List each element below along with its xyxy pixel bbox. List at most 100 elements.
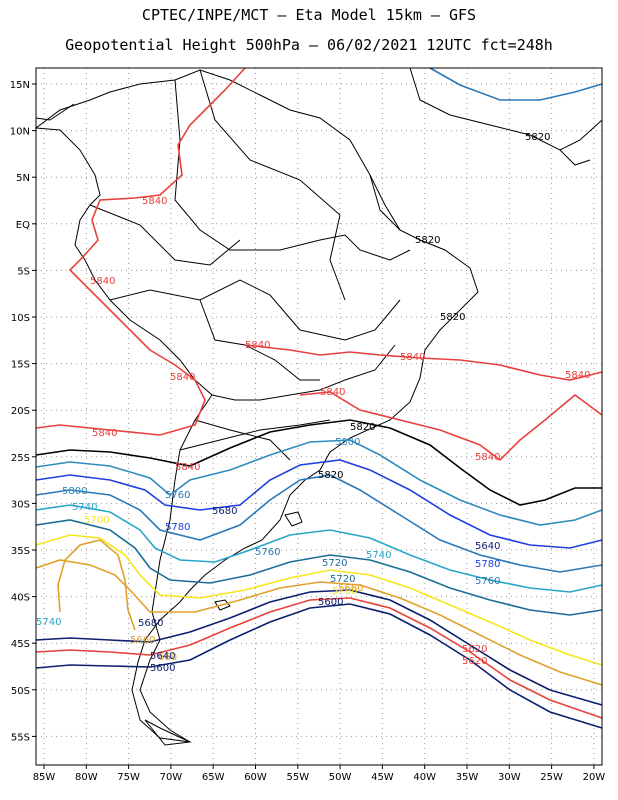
contour-value-label: 5840 bbox=[400, 352, 425, 363]
contour-value-label: 5740 bbox=[366, 550, 391, 561]
contour-value-label: 5600 bbox=[150, 663, 175, 674]
contour-value-label: 5740 bbox=[72, 502, 97, 513]
coastline bbox=[344, 344, 396, 381]
lon-tick-label: 80W bbox=[75, 772, 98, 783]
coastline bbox=[299, 299, 401, 341]
contour-value-label: 5840 bbox=[142, 196, 167, 207]
lon-tick-label: 20W bbox=[583, 772, 606, 783]
contour-value-label: 5660 bbox=[338, 583, 363, 594]
contour-value-label: 5620 bbox=[462, 644, 487, 655]
contour-value-label: 5840 bbox=[245, 340, 270, 351]
contour-lines bbox=[35, 67, 603, 729]
coastline bbox=[89, 204, 241, 266]
contour-line bbox=[429, 67, 603, 101]
coastline bbox=[329, 214, 346, 301]
contour-value-label: 5840 bbox=[475, 452, 500, 463]
lon-tick-label: 55W bbox=[286, 772, 309, 783]
contour-labels: 5820 5840 5820 5840 5820 5840 5840 5840 5840 5840… bbox=[36, 132, 590, 674]
coastline bbox=[319, 234, 411, 261]
coastline bbox=[409, 67, 603, 151]
lat-tick-label: 50S bbox=[11, 686, 30, 697]
chart-subtitle: Geopotential Height 500hPa – 06/02/2021 … bbox=[65, 36, 553, 54]
lat-tick-label: 55S bbox=[11, 732, 30, 743]
coastline bbox=[194, 419, 291, 461]
lon-tick-label: 85W bbox=[33, 772, 56, 783]
contour-value-label: 5640 bbox=[475, 541, 500, 552]
coastline bbox=[559, 149, 591, 166]
contour-value-label: 5700 bbox=[332, 586, 357, 597]
lon-tick-label: 75W bbox=[117, 772, 140, 783]
coastline bbox=[199, 299, 320, 381]
contour-line bbox=[35, 67, 246, 436]
lat-tick-label: 10S bbox=[11, 313, 30, 324]
contour-value-label: 5800 bbox=[62, 486, 87, 497]
contour-value-label: 5820 bbox=[415, 235, 440, 246]
contour-value-label: 5640 bbox=[150, 651, 175, 662]
contour-value-label: 5820 bbox=[440, 312, 465, 323]
lon-tick-label: 50W bbox=[329, 772, 352, 783]
chart-title: CPTEC/INPE/MCT – Eta Model 15km – GFS bbox=[141, 6, 477, 24]
coastline bbox=[144, 719, 192, 746]
lon-tick-label: 30W bbox=[498, 772, 521, 783]
contour-line bbox=[35, 534, 603, 666]
contour-value-label: 5840 bbox=[90, 276, 115, 287]
contour-value-label: 5620 bbox=[462, 656, 487, 667]
contour-line bbox=[35, 603, 603, 729]
lat-tick-label: 35S bbox=[11, 546, 30, 557]
contour-value-label: 5840 bbox=[175, 462, 200, 473]
contour-value-label: 5840 bbox=[565, 370, 590, 381]
lat-tick-label: 45S bbox=[11, 639, 30, 650]
coastline bbox=[35, 103, 75, 121]
coastline bbox=[174, 79, 321, 251]
lon-tick-label: 65W bbox=[202, 772, 225, 783]
contour-value-label: 5720 bbox=[322, 558, 347, 569]
lat-tick-label: 15N bbox=[10, 80, 30, 91]
contour-value-label: 5820 bbox=[318, 470, 343, 481]
lon-tick-label: 35W bbox=[456, 772, 479, 783]
contour-line bbox=[35, 474, 603, 573]
lat-tick-label: EQ bbox=[16, 220, 30, 231]
coastline bbox=[214, 599, 231, 611]
contour-value-label: 5740 bbox=[36, 617, 61, 628]
lon-tick-label: 70W bbox=[160, 772, 183, 783]
coastline bbox=[369, 174, 401, 231]
lat-tick-label: 40S bbox=[11, 593, 30, 604]
contour-line bbox=[35, 459, 603, 549]
contour-line bbox=[35, 419, 602, 506]
contour-value-label: 5720 bbox=[330, 574, 355, 585]
contour-value-label: 5840 bbox=[320, 387, 345, 398]
coastline bbox=[179, 419, 331, 451]
lat-tick-label: 20S bbox=[11, 406, 30, 417]
contour-value-label: 5760 bbox=[255, 547, 280, 558]
contour-line bbox=[35, 559, 603, 686]
lon-tick-label: 45W bbox=[371, 772, 394, 783]
contour-line bbox=[299, 391, 603, 462]
contour-value-label: 5840 bbox=[170, 372, 195, 383]
contour-line bbox=[35, 504, 603, 593]
lat-tick-label: 5N bbox=[16, 173, 30, 184]
coastline bbox=[284, 511, 303, 527]
contour-value-label: 5760 bbox=[165, 490, 190, 501]
lon-tick-label: 25W bbox=[540, 772, 563, 783]
contour-value-label: 5780 bbox=[165, 522, 190, 533]
axis-ticks: 85W 80W 75W 70W 65W 60W 55W 50W 45W 40W 35W 30W 25W 2… bbox=[10, 80, 606, 783]
contour-value-label: 5680 bbox=[212, 506, 237, 517]
contour-line bbox=[35, 589, 603, 706]
contour-value-label: 5840 bbox=[92, 428, 117, 439]
coastlines bbox=[34, 67, 603, 746]
contour-value-label: 5700 bbox=[84, 515, 109, 526]
coastline bbox=[211, 379, 346, 401]
contour-value-label: 5600 bbox=[318, 597, 343, 608]
coastline bbox=[199, 69, 341, 216]
lat-tick-label: 5S bbox=[17, 266, 30, 277]
coastline bbox=[34, 69, 479, 743]
contour-value-label: 5660 bbox=[130, 635, 155, 646]
contour-line bbox=[35, 519, 603, 616]
contour-value-label: 5680 bbox=[138, 618, 163, 629]
contour-value-label: 5820 bbox=[350, 422, 375, 433]
contour-line bbox=[57, 539, 136, 631]
coastline bbox=[109, 279, 301, 331]
contour-value-label: 5820 bbox=[525, 132, 550, 143]
lat-tick-label: 15S bbox=[11, 360, 30, 371]
